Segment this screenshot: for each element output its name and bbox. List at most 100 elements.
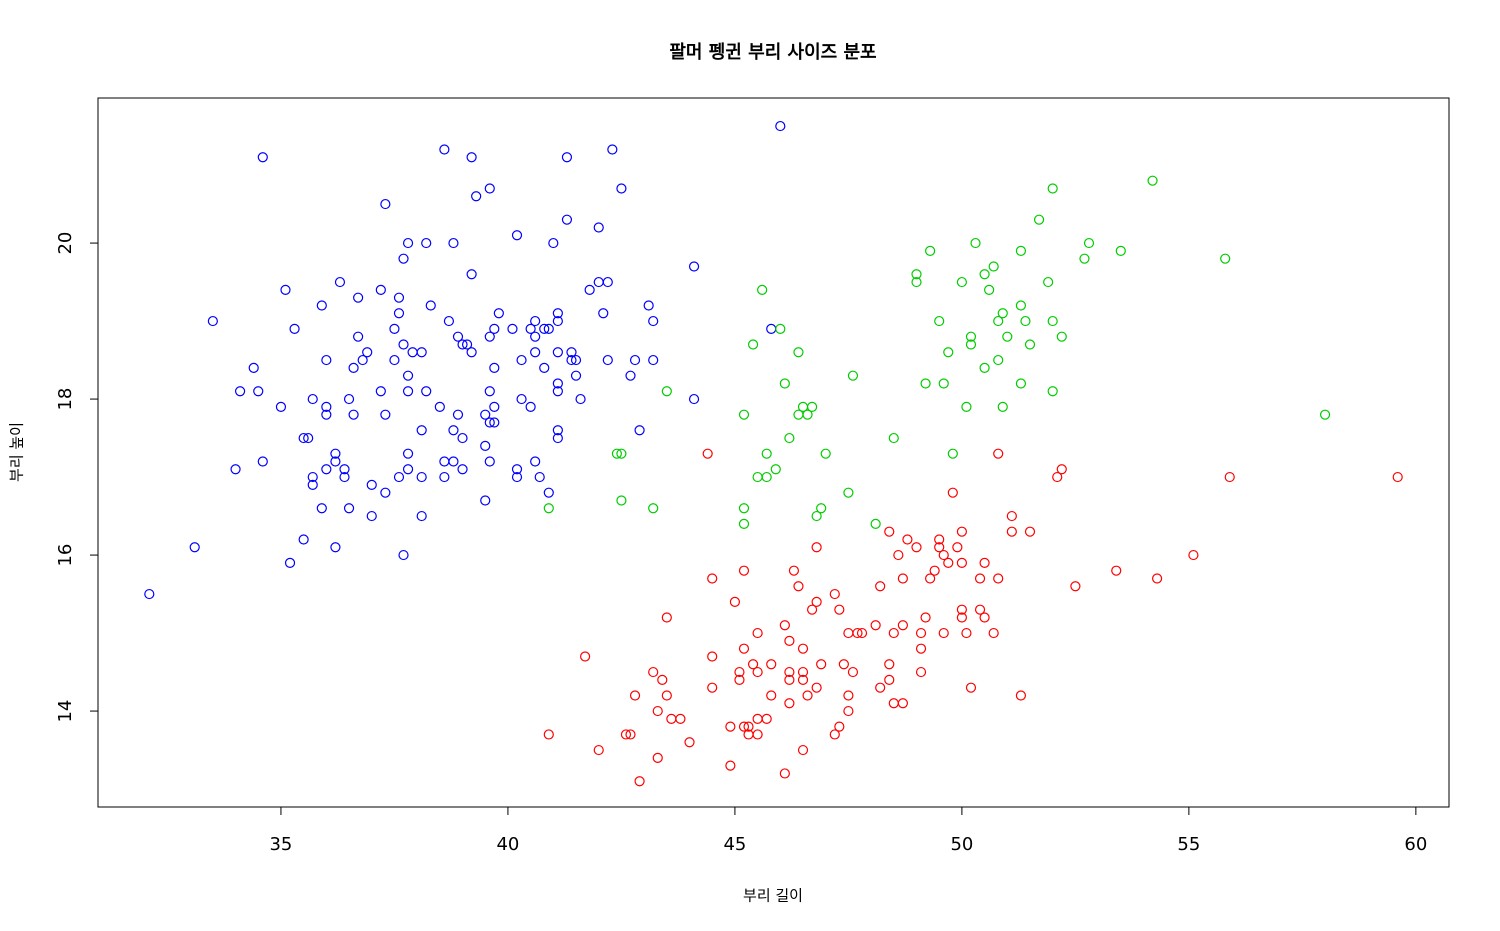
point [897, 698, 908, 709]
point [480, 409, 491, 420]
point [816, 659, 827, 670]
point [580, 651, 591, 662]
point [829, 729, 840, 740]
point [1015, 378, 1027, 389]
point [843, 705, 854, 717]
point [915, 627, 927, 639]
point [1047, 315, 1058, 327]
point [393, 471, 405, 483]
point [884, 526, 895, 537]
point [303, 432, 314, 444]
point [738, 565, 750, 576]
point [897, 573, 908, 584]
point [779, 378, 790, 389]
x-tick-label: 35 [269, 834, 292, 855]
point [353, 331, 364, 342]
point [389, 354, 400, 366]
point [838, 659, 849, 670]
point [766, 659, 777, 670]
point [870, 620, 881, 631]
point [1015, 690, 1027, 701]
point [616, 495, 627, 506]
point [988, 261, 999, 272]
point [734, 674, 745, 685]
point [984, 284, 995, 295]
point [738, 409, 750, 420]
point [925, 245, 936, 256]
point [375, 386, 386, 397]
point [307, 479, 318, 490]
point [316, 300, 327, 311]
point [543, 729, 554, 740]
point [797, 744, 809, 756]
point [747, 659, 759, 670]
point [738, 643, 750, 654]
point [915, 643, 927, 654]
y-tick-label: 14 [55, 700, 76, 723]
point [648, 354, 659, 366]
point [729, 596, 741, 607]
point [793, 581, 804, 592]
point [1111, 565, 1122, 576]
point [362, 347, 373, 358]
point [448, 237, 459, 249]
point [548, 237, 559, 249]
point [1319, 409, 1331, 420]
point [784, 635, 795, 646]
point [1006, 526, 1017, 537]
point [884, 674, 895, 685]
point [993, 354, 1004, 366]
point [257, 456, 268, 467]
point [616, 448, 627, 459]
point [961, 401, 972, 412]
point [843, 690, 854, 701]
point [375, 284, 386, 295]
point [811, 682, 822, 693]
point [929, 565, 940, 576]
point [938, 549, 949, 561]
point [434, 401, 445, 412]
point [516, 354, 527, 366]
point [457, 464, 468, 475]
point [348, 362, 359, 373]
point [934, 534, 945, 545]
point [330, 542, 341, 553]
point [330, 448, 341, 459]
point [189, 542, 200, 553]
point [993, 315, 1004, 327]
point [993, 448, 1004, 459]
point [1224, 471, 1235, 483]
point [443, 315, 455, 327]
point [702, 448, 713, 459]
point [1070, 581, 1081, 592]
point [489, 323, 500, 334]
point [343, 503, 355, 514]
point [634, 425, 645, 436]
y-axis-label: 부리 높이 [8, 422, 26, 482]
point [747, 339, 759, 350]
point [611, 448, 622, 459]
point [593, 744, 604, 756]
point [943, 557, 954, 568]
point [988, 627, 999, 639]
point [943, 347, 954, 358]
point [820, 448, 831, 459]
point [402, 464, 414, 475]
point [884, 659, 895, 670]
point [757, 284, 768, 295]
point [393, 308, 405, 319]
point [321, 464, 332, 475]
point [1002, 331, 1013, 342]
point [525, 401, 536, 412]
point [393, 292, 405, 303]
point [480, 495, 491, 506]
point [738, 721, 750, 732]
point [829, 588, 840, 600]
point [511, 471, 523, 483]
point [661, 612, 672, 623]
x-tick-label: 60 [1404, 834, 1427, 855]
point [561, 214, 573, 225]
point [484, 456, 495, 467]
point [321, 409, 332, 420]
